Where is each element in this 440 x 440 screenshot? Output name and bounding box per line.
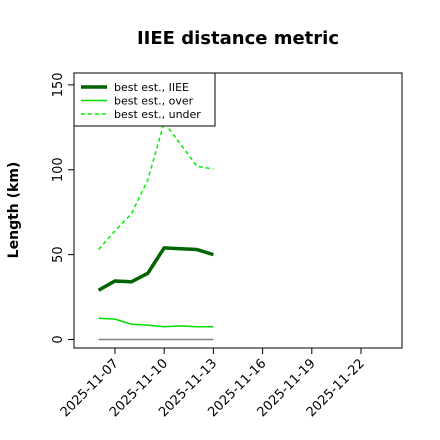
legend-label-1: best est., IIEE (114, 81, 189, 94)
legend-box (73, 72, 216, 127)
y-tick-label: 50 (51, 246, 66, 263)
y-tick-label: 0 (51, 335, 66, 343)
legend-label-3: best est., under (114, 108, 201, 121)
series-line-2 (98, 317, 214, 328)
chart-title: IIEE distance metric (137, 28, 339, 49)
y-axis-label: Length (km) (6, 162, 22, 259)
plot-area (97, 121, 214, 341)
y-tick-label: 150 (51, 72, 66, 97)
plot-frame (73, 72, 403, 349)
legend-label-2: best est., over (114, 95, 194, 108)
series-line-1 (97, 246, 214, 292)
series-line-3 (98, 121, 214, 251)
y-tick-label: 100 (51, 157, 66, 182)
